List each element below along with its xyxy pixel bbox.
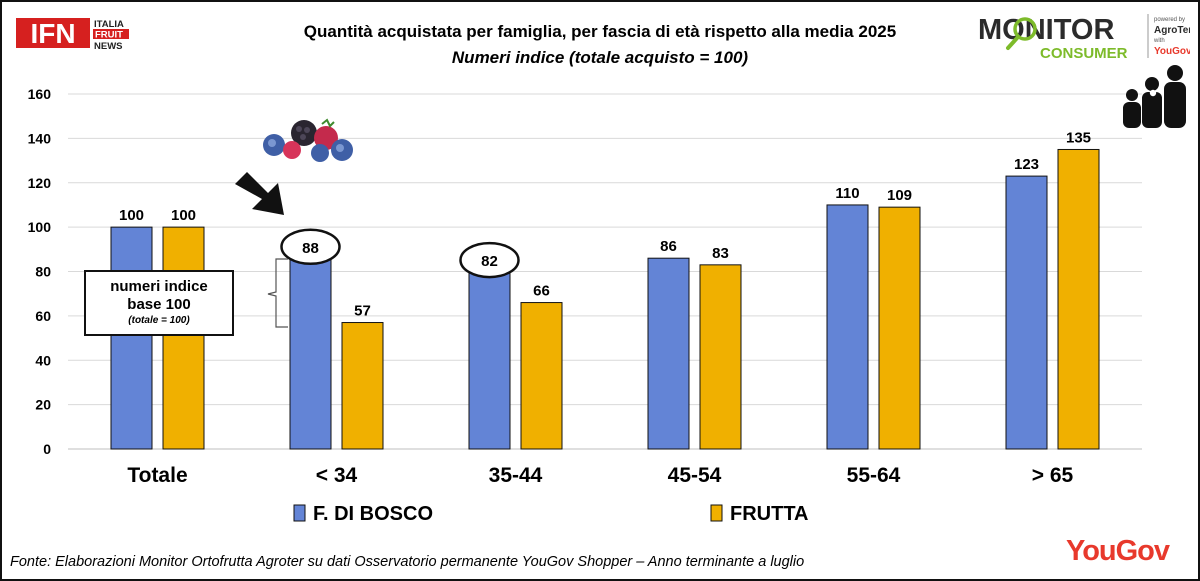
- y-tick-label: 40: [35, 352, 51, 368]
- magnifier-icon: [1006, 17, 1037, 50]
- x-tick-label: 45-54: [668, 464, 722, 487]
- consumer-word: CONSUMER: [1040, 45, 1128, 62]
- y-tick-label: 160: [28, 86, 52, 102]
- powered-by-text: powered by: [1154, 17, 1185, 23]
- data-label: 86: [660, 238, 677, 255]
- y-tick-label: 120: [28, 175, 52, 191]
- ifn-logo-sub3: NEWS: [94, 41, 123, 52]
- annotation-line2: base 100: [127, 296, 191, 313]
- annotation-line3: (totale = 100): [128, 315, 190, 326]
- data-label: 135: [1066, 129, 1091, 146]
- data-label: 66: [533, 283, 550, 300]
- bar: [110, 226, 153, 450]
- x-tick-label: 55-64: [847, 464, 901, 487]
- ifn-logo-mark: IFN ITALIA FRUIT NEWS: [16, 18, 129, 52]
- annotation-line1: numeri indice: [110, 278, 208, 295]
- highlight-ellipse: [459, 241, 520, 279]
- highlight-ellipse: [280, 228, 341, 265]
- legend-swatch: [293, 504, 306, 522]
- bar: [520, 302, 563, 450]
- bar: [341, 322, 384, 450]
- data-label: 110: [835, 185, 859, 202]
- ifn-logo: IFN ITALIA FRUIT NEWS: [16, 16, 140, 57]
- chart-subtitle: Numeri indice (totale acquisto = 100): [451, 48, 749, 67]
- ifn-logo-text: IFN: [30, 18, 75, 49]
- source-note: Fonte: Elaborazioni Monitor Ortofrutta A…: [10, 554, 805, 570]
- data-label: 88: [302, 240, 319, 257]
- bar: [826, 204, 869, 450]
- x-tick-label: Totale: [127, 464, 187, 487]
- bar: [1005, 175, 1048, 450]
- bar: [647, 257, 690, 450]
- annotation-bracket: [267, 258, 288, 328]
- y-tick-label: 80: [35, 264, 51, 280]
- data-label: 100: [119, 207, 144, 224]
- y-tick-label: 20: [35, 397, 51, 413]
- data-label: 82: [481, 253, 498, 270]
- bar: [1057, 148, 1100, 450]
- y-tick-label: 140: [28, 130, 52, 146]
- annotation-box: numeri indice base 100 (totale = 100): [84, 270, 234, 336]
- ifn-logo-sub1: ITALIA: [94, 19, 124, 30]
- bar: [289, 253, 332, 450]
- data-label: 109: [887, 187, 912, 204]
- yougov-small-text: YouGov: [1154, 46, 1190, 57]
- legend-label: FRUTTA: [730, 503, 809, 525]
- bars: [110, 148, 1100, 450]
- data-label: 123: [1014, 156, 1039, 173]
- x-tick-label: < 34: [316, 464, 358, 487]
- agroter-text: AgroTer: [1154, 25, 1190, 36]
- legend-swatch: [710, 504, 723, 522]
- bar: [468, 266, 511, 450]
- with-text: with: [1153, 38, 1165, 44]
- family-icon: [1123, 65, 1186, 128]
- berries-icon: [263, 118, 353, 162]
- monitor-consumer-logo: MONITOR CONSUMER powered by AgroTer with…: [978, 12, 1192, 67]
- y-tick-label: 60: [35, 308, 51, 324]
- legend-label: F. DI BOSCO: [313, 503, 433, 525]
- monitor-word: MONITOR: [978, 14, 1114, 46]
- data-label: 57: [354, 303, 371, 320]
- labels: 0 20 40 60 80 100 120 140 160 100 100 Totale 88 57 < 3…: [28, 86, 1091, 525]
- chart-title: Quantità acquistata per famiglia, per fa…: [303, 22, 897, 41]
- x-tick-label: > 65: [1032, 464, 1074, 487]
- arrow-icon: [235, 172, 284, 215]
- x-tick-label: 35-44: [489, 464, 543, 487]
- y-tick-label: 0: [43, 441, 51, 457]
- y-tick-label: 100: [28, 219, 52, 235]
- ifn-logo-sub2: FRUIT: [95, 30, 123, 41]
- yougov-logo: YouGov: [1066, 535, 1170, 567]
- data-label: 83: [712, 245, 729, 262]
- bar: [878, 206, 921, 450]
- bar: [699, 264, 742, 450]
- bar: [162, 226, 205, 450]
- data-label: 100: [171, 207, 196, 224]
